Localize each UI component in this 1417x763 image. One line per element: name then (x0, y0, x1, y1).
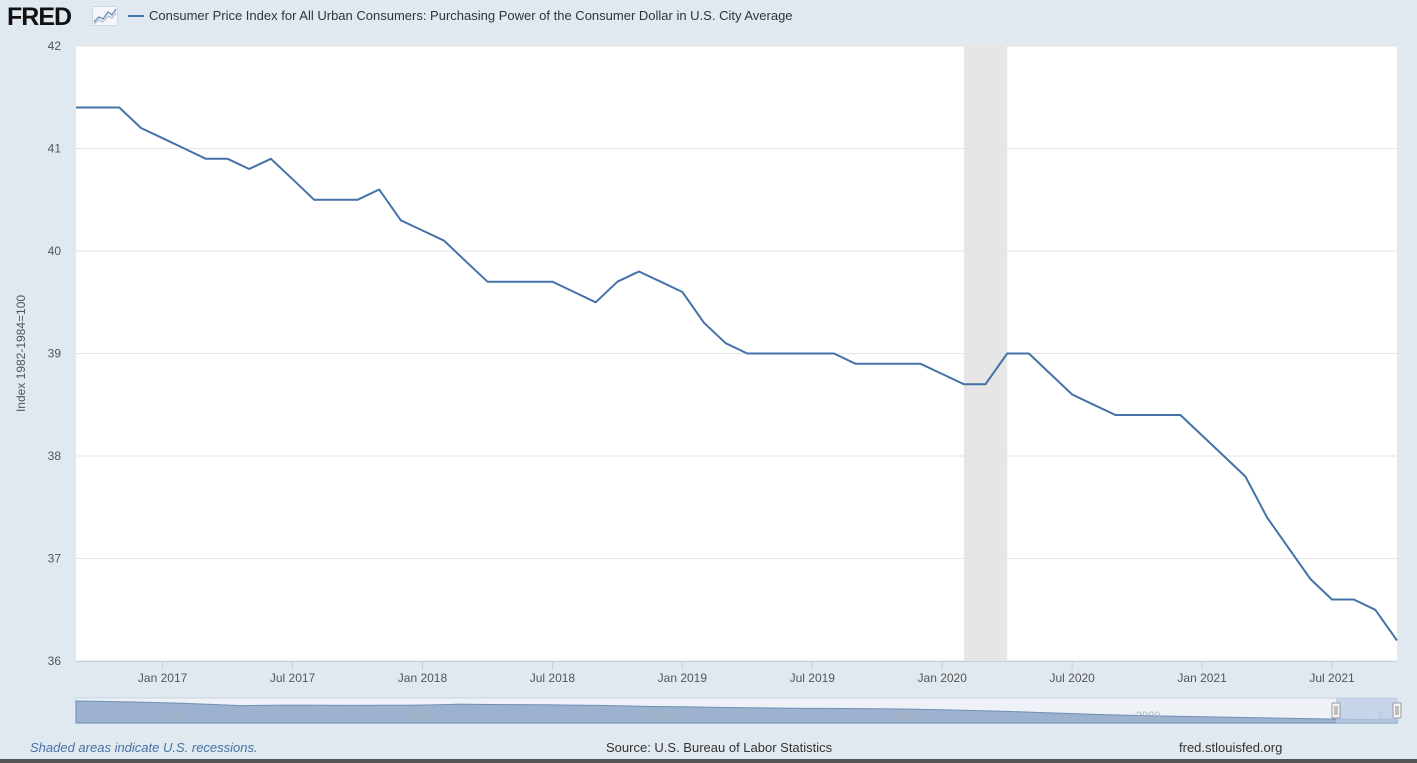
navigator-handle[interactable] (1331, 702, 1341, 719)
source-note: Source: U.S. Bureau of Labor Statistics (606, 740, 833, 755)
navigator-label: 2000 (1136, 710, 1160, 722)
y-tick-label: 39 (48, 347, 62, 361)
navigator-label: 1920 (162, 710, 186, 722)
bottom-rule (0, 759, 1417, 763)
x-tick-label: Jan 2021 (1177, 671, 1227, 685)
navigator-window[interactable] (1336, 698, 1397, 723)
y-tick-label: 41 (48, 142, 62, 156)
x-tick-label: Jul 2021 (1309, 671, 1355, 685)
navigator-area (75, 700, 1398, 724)
x-tick-label: Jul 2019 (790, 671, 836, 685)
legend-swatch (128, 15, 144, 17)
x-tick-label: Jan 2019 (658, 671, 708, 685)
navigator-label: 1980 (894, 710, 918, 722)
legend-label: Consumer Price Index for All Urban Consu… (149, 8, 793, 23)
x-tick-label: Jul 2017 (270, 671, 316, 685)
x-tick-label: Jan 2018 (398, 671, 448, 685)
x-tick-label: Jan 2020 (918, 671, 968, 685)
series-line (76, 106, 1398, 642)
navigator-label: 1960 (650, 710, 674, 722)
navigator[interactable]: 192019401960198020002... (75, 697, 1402, 724)
recession-note: Shaded areas indicate U.S. recessions. (30, 740, 258, 755)
fred-logo[interactable]: FRED (7, 3, 72, 31)
y-tick-label: 37 (48, 552, 62, 566)
y-tick-label: 36 (48, 654, 62, 668)
navigator-handle[interactable] (1392, 702, 1402, 719)
site-link[interactable]: fred.stlouisfed.org (1179, 740, 1283, 755)
y-tick-label: 42 (48, 39, 62, 53)
y-axis-title: Index 1982-1984=100 (14, 295, 28, 412)
line-graph-icon (92, 6, 118, 26)
x-tick-label: Jul 2018 (530, 671, 576, 685)
chart-header: FRED Consumer Price Index for All Urban … (0, 0, 1417, 34)
x-tick-label: Jul 2020 (1049, 671, 1095, 685)
x-tick-label: Jan 2017 (138, 671, 188, 685)
y-tick-label: 38 (48, 449, 62, 463)
line-chart[interactable]: 36 37 38 39 40 41 42 Jan 2017 Jul 2017 Jan 2018 Ju… (0, 0, 1417, 740)
navigator-label: 1940 (407, 710, 431, 722)
y-tick-label: 40 (48, 244, 62, 258)
